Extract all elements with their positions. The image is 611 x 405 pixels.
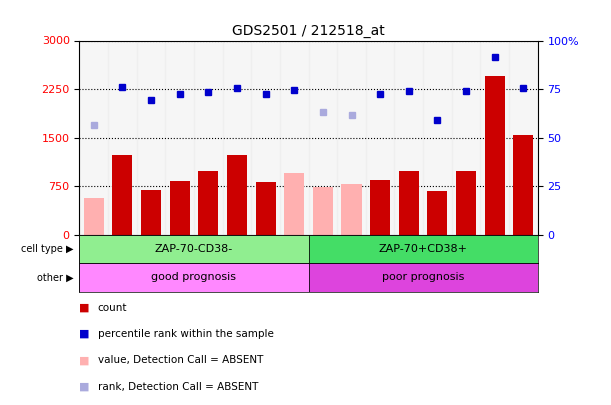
Bar	[141, 190, 161, 235]
Bar	[199, 171, 218, 235]
Text: ■: ■	[79, 356, 90, 365]
Bar	[313, 187, 333, 235]
Bar	[84, 198, 104, 235]
Bar	[222, 40, 251, 235]
Bar	[513, 135, 533, 235]
Bar	[395, 40, 423, 235]
Text: good prognosis: good prognosis	[152, 273, 236, 282]
Bar	[337, 40, 366, 235]
Bar	[170, 181, 189, 235]
Bar	[108, 40, 137, 235]
Bar	[370, 181, 390, 235]
Text: ■: ■	[79, 382, 90, 392]
Bar	[309, 263, 538, 292]
Text: rank, Detection Call = ABSENT: rank, Detection Call = ABSENT	[98, 382, 258, 392]
Bar	[485, 76, 505, 235]
Text: value, Detection Call = ABSENT: value, Detection Call = ABSENT	[98, 356, 263, 365]
Text: ZAP-70-CD38-: ZAP-70-CD38-	[155, 244, 233, 254]
Bar	[251, 40, 280, 235]
Bar	[452, 40, 480, 235]
Text: cell type ▶: cell type ▶	[21, 244, 73, 254]
Text: ■: ■	[79, 329, 90, 339]
Bar	[284, 173, 304, 235]
Bar	[366, 40, 395, 235]
Bar	[194, 40, 222, 235]
Title: GDS2501 / 212518_at: GDS2501 / 212518_at	[232, 24, 385, 38]
Bar	[79, 263, 309, 292]
Bar	[342, 184, 362, 235]
Bar	[423, 40, 452, 235]
Bar	[456, 171, 476, 235]
Bar	[280, 40, 309, 235]
Bar	[227, 155, 247, 235]
Text: ■: ■	[79, 303, 90, 313]
Bar	[166, 40, 194, 235]
Text: ZAP-70+CD38+: ZAP-70+CD38+	[379, 244, 467, 254]
Bar	[428, 191, 447, 235]
Bar	[309, 235, 538, 263]
Text: poor prognosis: poor prognosis	[382, 273, 464, 282]
Bar	[399, 171, 419, 235]
Bar	[309, 40, 337, 235]
Text: other ▶: other ▶	[37, 273, 73, 282]
Bar	[112, 155, 133, 235]
Bar	[137, 40, 166, 235]
Bar	[509, 40, 538, 235]
Bar	[79, 40, 108, 235]
Bar	[255, 182, 276, 235]
Text: percentile rank within the sample: percentile rank within the sample	[98, 329, 274, 339]
Bar	[79, 235, 309, 263]
Text: count: count	[98, 303, 127, 313]
Bar	[480, 40, 509, 235]
